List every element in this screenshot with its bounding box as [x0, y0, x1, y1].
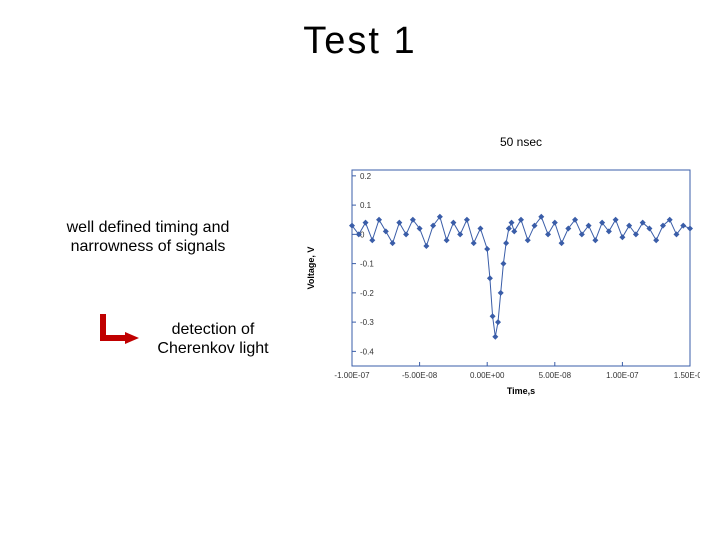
page-title: Test 1: [0, 20, 720, 63]
svg-text:-0.2: -0.2: [360, 289, 374, 298]
timescale-label: 50 nsec: [500, 135, 542, 149]
svg-text:Time,s: Time,s: [507, 386, 535, 396]
svg-text:-0.1: -0.1: [360, 260, 374, 269]
svg-text:0.2: 0.2: [360, 172, 372, 181]
svg-text:1.00E-07: 1.00E-07: [606, 371, 639, 380]
svg-text:1.50E-07: 1.50E-07: [674, 371, 700, 380]
svg-text:0.00E+00: 0.00E+00: [470, 371, 505, 380]
caption-primary: well defined timing and narrowness of si…: [48, 218, 248, 256]
implication-arrow-icon: [95, 310, 143, 358]
svg-text:-5.00E-08: -5.00E-08: [402, 371, 438, 380]
caption-secondary-line2: Cherenkov light: [157, 340, 268, 357]
caption-secondary: detection of Cherenkov light: [148, 320, 278, 358]
svg-text:-0.3: -0.3: [360, 318, 374, 327]
voltage-time-chart: -0.4-0.3-0.2-0.100.10.2-1.00E-07-5.00E-0…: [300, 160, 700, 400]
svg-text:5.00E-08: 5.00E-08: [539, 371, 572, 380]
svg-text:-0.4: -0.4: [360, 347, 374, 356]
svg-text:0.1: 0.1: [360, 201, 372, 210]
svg-text:-1.00E-07: -1.00E-07: [334, 371, 370, 380]
caption-primary-line1: well defined timing and: [67, 219, 230, 236]
caption-primary-line2: narrowness of signals: [71, 238, 226, 255]
svg-text:Voltage, V: Voltage, V: [306, 247, 316, 290]
caption-secondary-line1: detection of: [172, 321, 255, 338]
